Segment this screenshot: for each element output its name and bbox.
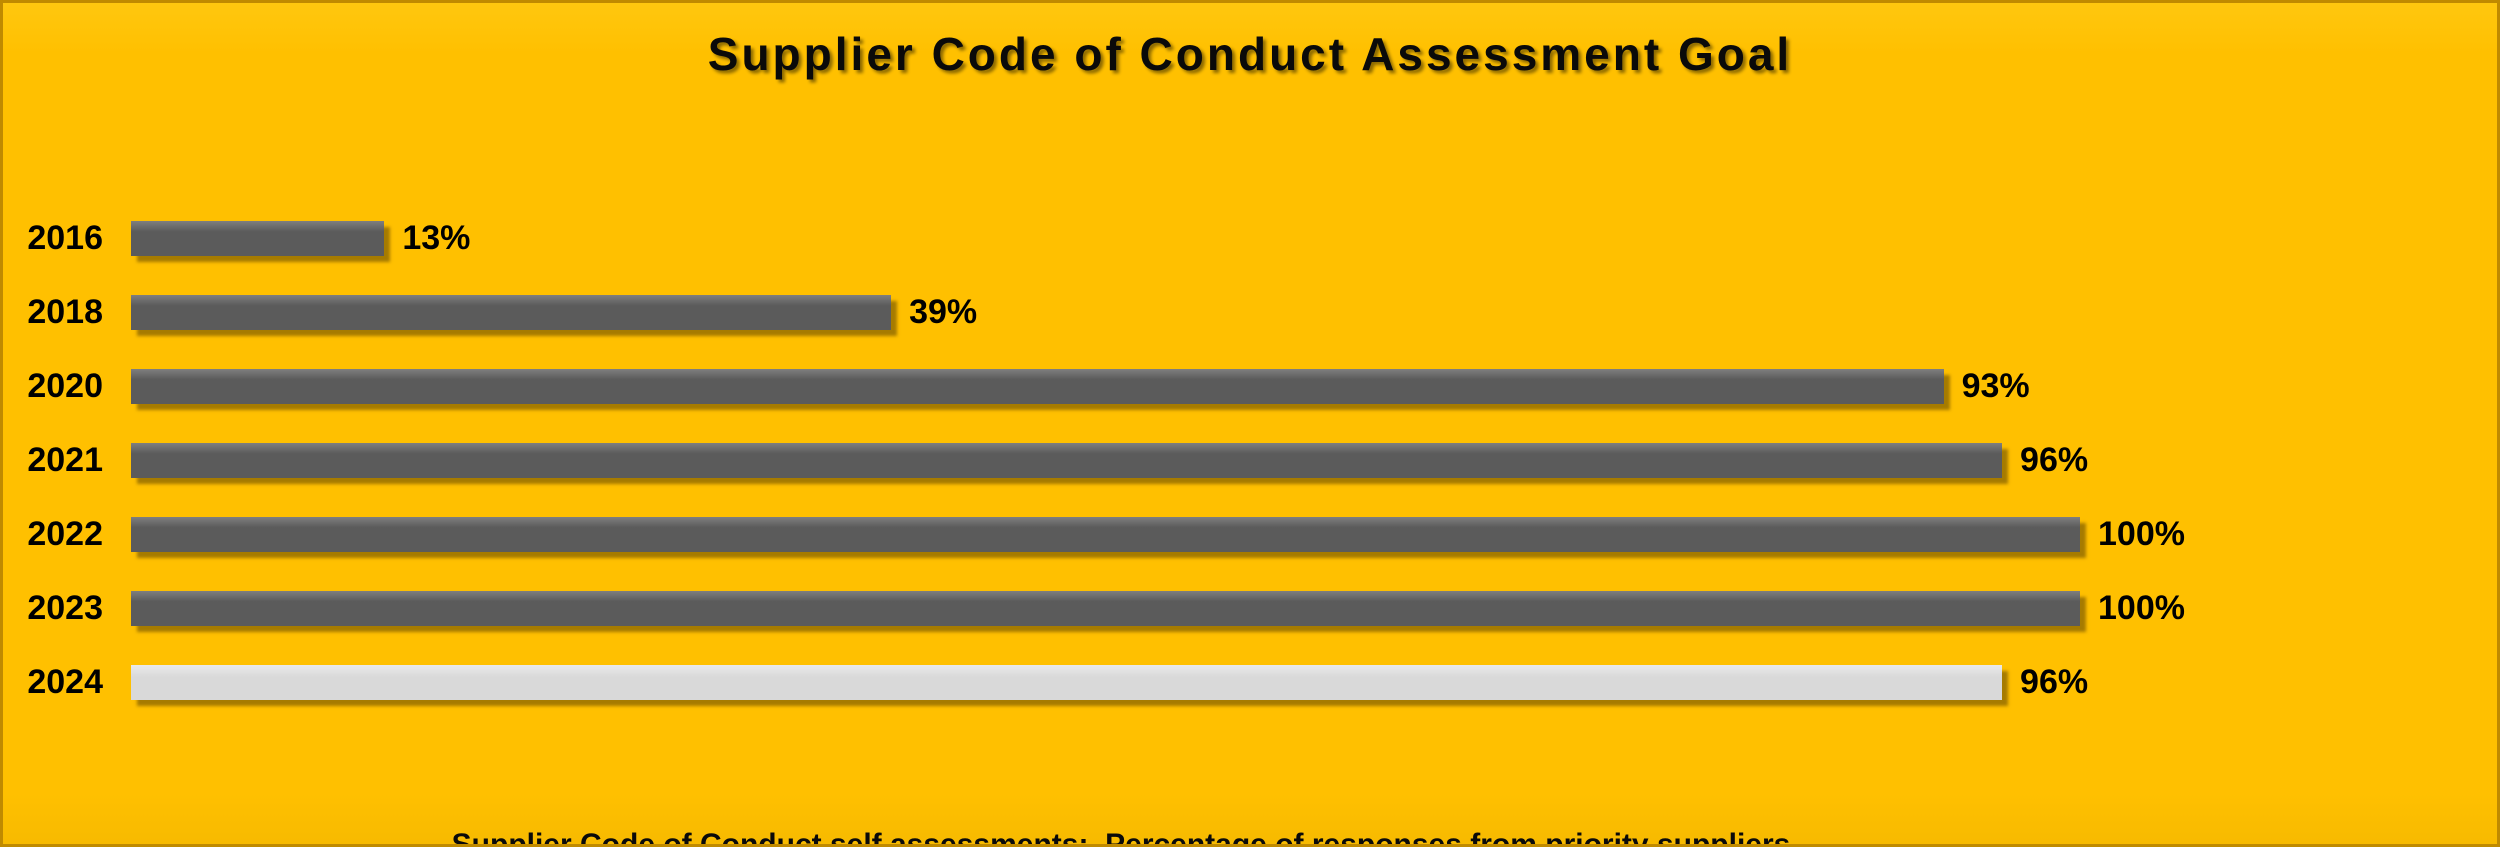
year-label-2020: 2020: [27, 366, 103, 405]
value-label-2020: 93%: [1961, 366, 2030, 405]
value-label-2021: 96%: [2020, 440, 2089, 479]
chart-title: Supplier Code of Conduct Assessment Goal: [707, 28, 1793, 80]
bar-chart-plot-area: 2016 13% 2018 39% 2020 93% 2021 96% 2022 100% 2023…: [3, 201, 2497, 719]
chart-row-2016: 2016 13%: [3, 201, 2497, 275]
bar-2021: [131, 442, 2003, 478]
bar-2016: [131, 220, 385, 256]
year-label-2021: 2021: [27, 440, 103, 479]
bar-2018: [131, 294, 892, 330]
bar-2024: [131, 664, 2003, 700]
bar-2022: [131, 516, 2080, 552]
caption-line-1: Supplier Code of Conduct self assessment…: [451, 828, 1791, 847]
value-label-2016: 13%: [402, 218, 471, 257]
year-label-2023: 2023: [27, 588, 103, 627]
value-label-2023: 100%: [2098, 588, 2185, 627]
value-label-2018: 39%: [909, 292, 978, 331]
year-label-2018: 2018: [27, 292, 103, 331]
value-label-2022: 100%: [2098, 514, 2185, 553]
year-label-2024: 2024: [27, 662, 103, 701]
chart-caption: Supplier Code of Conduct self assessment…: [3, 732, 2239, 847]
value-label-2024: 96%: [2020, 662, 2089, 701]
year-label-2016: 2016: [27, 218, 103, 257]
chart-row-2023: 2023 100%: [3, 571, 2497, 645]
chart-row-2018: 2018 39%: [3, 275, 2497, 349]
chart-row-2021: 2021 96%: [3, 423, 2497, 497]
bar-2023: [131, 590, 2080, 626]
chart-row-2024: 2024 96%: [3, 645, 2497, 719]
year-label-2022: 2022: [27, 514, 103, 553]
chart-row-2022: 2022 100%: [3, 497, 2497, 571]
bar-2020: [131, 368, 1944, 404]
chart-row-2020: 2020 93%: [3, 349, 2497, 423]
